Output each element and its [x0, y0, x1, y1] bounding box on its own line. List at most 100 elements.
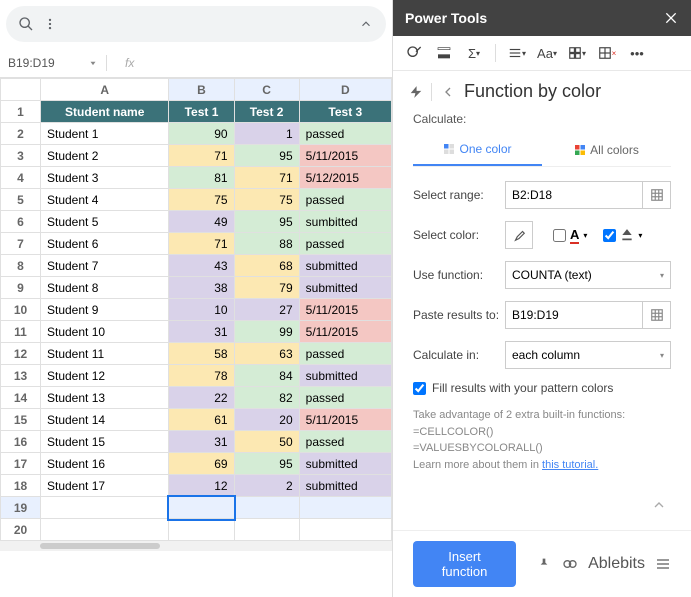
toolbar-icon[interactable]: Aa▾: [536, 42, 558, 64]
cell[interactable]: 88: [234, 233, 299, 255]
use-function-select[interactable]: COUNTA (text)▾: [505, 261, 671, 289]
cell[interactable]: Student 3: [41, 167, 169, 189]
cell[interactable]: Student 15: [41, 431, 169, 453]
menu-icon[interactable]: [655, 556, 671, 572]
row-header[interactable]: 10: [1, 299, 41, 321]
search-icon[interactable]: [14, 12, 38, 36]
row-header[interactable]: 18: [1, 475, 41, 497]
header-cell[interactable]: Test 1: [169, 101, 234, 123]
cell[interactable]: 58: [169, 343, 234, 365]
toolbar-icon[interactable]: ×: [596, 42, 618, 64]
cell[interactable]: Student 11: [41, 343, 169, 365]
toolbar-icon[interactable]: ▾: [566, 42, 588, 64]
h-scrollbar[interactable]: [40, 543, 160, 549]
col-header[interactable]: A: [41, 79, 169, 101]
cell[interactable]: 63: [234, 343, 299, 365]
cell[interactable]: 5/11/2015: [299, 299, 391, 321]
row-header[interactable]: 11: [1, 321, 41, 343]
cell[interactable]: 71: [169, 145, 234, 167]
toolbar-icon[interactable]: [433, 42, 455, 64]
cell[interactable]: submitted: [299, 475, 391, 497]
cell[interactable]: 75: [234, 189, 299, 211]
collapse-icon[interactable]: [651, 497, 667, 513]
cell[interactable]: 50: [234, 431, 299, 453]
cell[interactable]: 61: [169, 409, 234, 431]
row-header[interactable]: 2: [1, 123, 41, 145]
fill-color-icon[interactable]: [620, 228, 634, 242]
cell[interactable]: 84: [234, 365, 299, 387]
cell[interactable]: 5/11/2015: [299, 409, 391, 431]
row-header[interactable]: 12: [1, 343, 41, 365]
cell[interactable]: Student 17: [41, 475, 169, 497]
header-cell[interactable]: Test 2: [234, 101, 299, 123]
cell[interactable]: [41, 497, 169, 519]
cell[interactable]: 10: [169, 299, 234, 321]
cell[interactable]: Student 2: [41, 145, 169, 167]
grid-icon[interactable]: [643, 181, 671, 209]
paste-results-input[interactable]: B19:D19: [505, 301, 643, 329]
cell[interactable]: Student 12: [41, 365, 169, 387]
cell[interactable]: [299, 497, 391, 519]
cell[interactable]: Student 7: [41, 255, 169, 277]
cell[interactable]: 95: [234, 453, 299, 475]
font-color-check[interactable]: [553, 229, 566, 242]
col-header[interactable]: C: [234, 79, 299, 101]
cell[interactable]: Student 9: [41, 299, 169, 321]
cell[interactable]: 81: [169, 167, 234, 189]
cell[interactable]: [234, 519, 299, 541]
collapse-icon[interactable]: [354, 12, 378, 36]
header-cell[interactable]: Student name: [41, 101, 169, 123]
cell[interactable]: passed: [299, 431, 391, 453]
toolbar-more-icon[interactable]: •••: [626, 42, 648, 64]
cell[interactable]: [299, 519, 391, 541]
cell[interactable]: Student 13: [41, 387, 169, 409]
cell[interactable]: 5/12/2015: [299, 167, 391, 189]
cell[interactable]: 75: [169, 189, 234, 211]
cell[interactable]: 5/11/2015: [299, 145, 391, 167]
col-header[interactable]: B: [169, 79, 234, 101]
row-header[interactable]: 1: [1, 101, 41, 123]
cell[interactable]: Student 10: [41, 321, 169, 343]
cell[interactable]: 5/11/2015: [299, 321, 391, 343]
cell[interactable]: passed: [299, 343, 391, 365]
cell[interactable]: sumbitted: [299, 211, 391, 233]
row-header[interactable]: 16: [1, 431, 41, 453]
cell[interactable]: [169, 519, 234, 541]
bolt-icon[interactable]: [409, 85, 423, 99]
row-header[interactable]: 4: [1, 167, 41, 189]
corner-cell[interactable]: [1, 79, 41, 101]
row-header[interactable]: 20: [1, 519, 41, 541]
cell[interactable]: 69: [169, 453, 234, 475]
toolbar-icon[interactable]: [403, 42, 425, 64]
cell[interactable]: Student 5: [41, 211, 169, 233]
calculate-in-select[interactable]: each column▾: [505, 341, 671, 369]
grid-icon[interactable]: [643, 301, 671, 329]
cell[interactable]: submitted: [299, 277, 391, 299]
row-header[interactable]: 15: [1, 409, 41, 431]
cell[interactable]: submitted: [299, 255, 391, 277]
cell[interactable]: submitted: [299, 453, 391, 475]
insert-function-button[interactable]: Insert function: [413, 541, 516, 587]
pin-icon[interactable]: [536, 556, 552, 572]
cell[interactable]: 95: [234, 211, 299, 233]
tab-one-color[interactable]: One color: [413, 134, 542, 166]
cell[interactable]: 68: [234, 255, 299, 277]
cell[interactable]: 71: [169, 233, 234, 255]
select-range-input[interactable]: B2:D18: [505, 181, 643, 209]
cell[interactable]: 78: [169, 365, 234, 387]
cell[interactable]: 12: [169, 475, 234, 497]
cell[interactable]: [41, 519, 169, 541]
cell[interactable]: 43: [169, 255, 234, 277]
cell[interactable]: 31: [169, 321, 234, 343]
close-icon[interactable]: [663, 10, 679, 26]
toolbar-icon[interactable]: Σ▾: [463, 42, 485, 64]
cell[interactable]: 90: [169, 123, 234, 145]
cell[interactable]: 31: [169, 431, 234, 453]
cell[interactable]: Student 6: [41, 233, 169, 255]
cell[interactable]: Student 1: [41, 123, 169, 145]
cell[interactable]: passed: [299, 123, 391, 145]
cell[interactable]: [234, 497, 299, 519]
row-header[interactable]: 7: [1, 233, 41, 255]
row-header[interactable]: 3: [1, 145, 41, 167]
cell[interactable]: passed: [299, 233, 391, 255]
